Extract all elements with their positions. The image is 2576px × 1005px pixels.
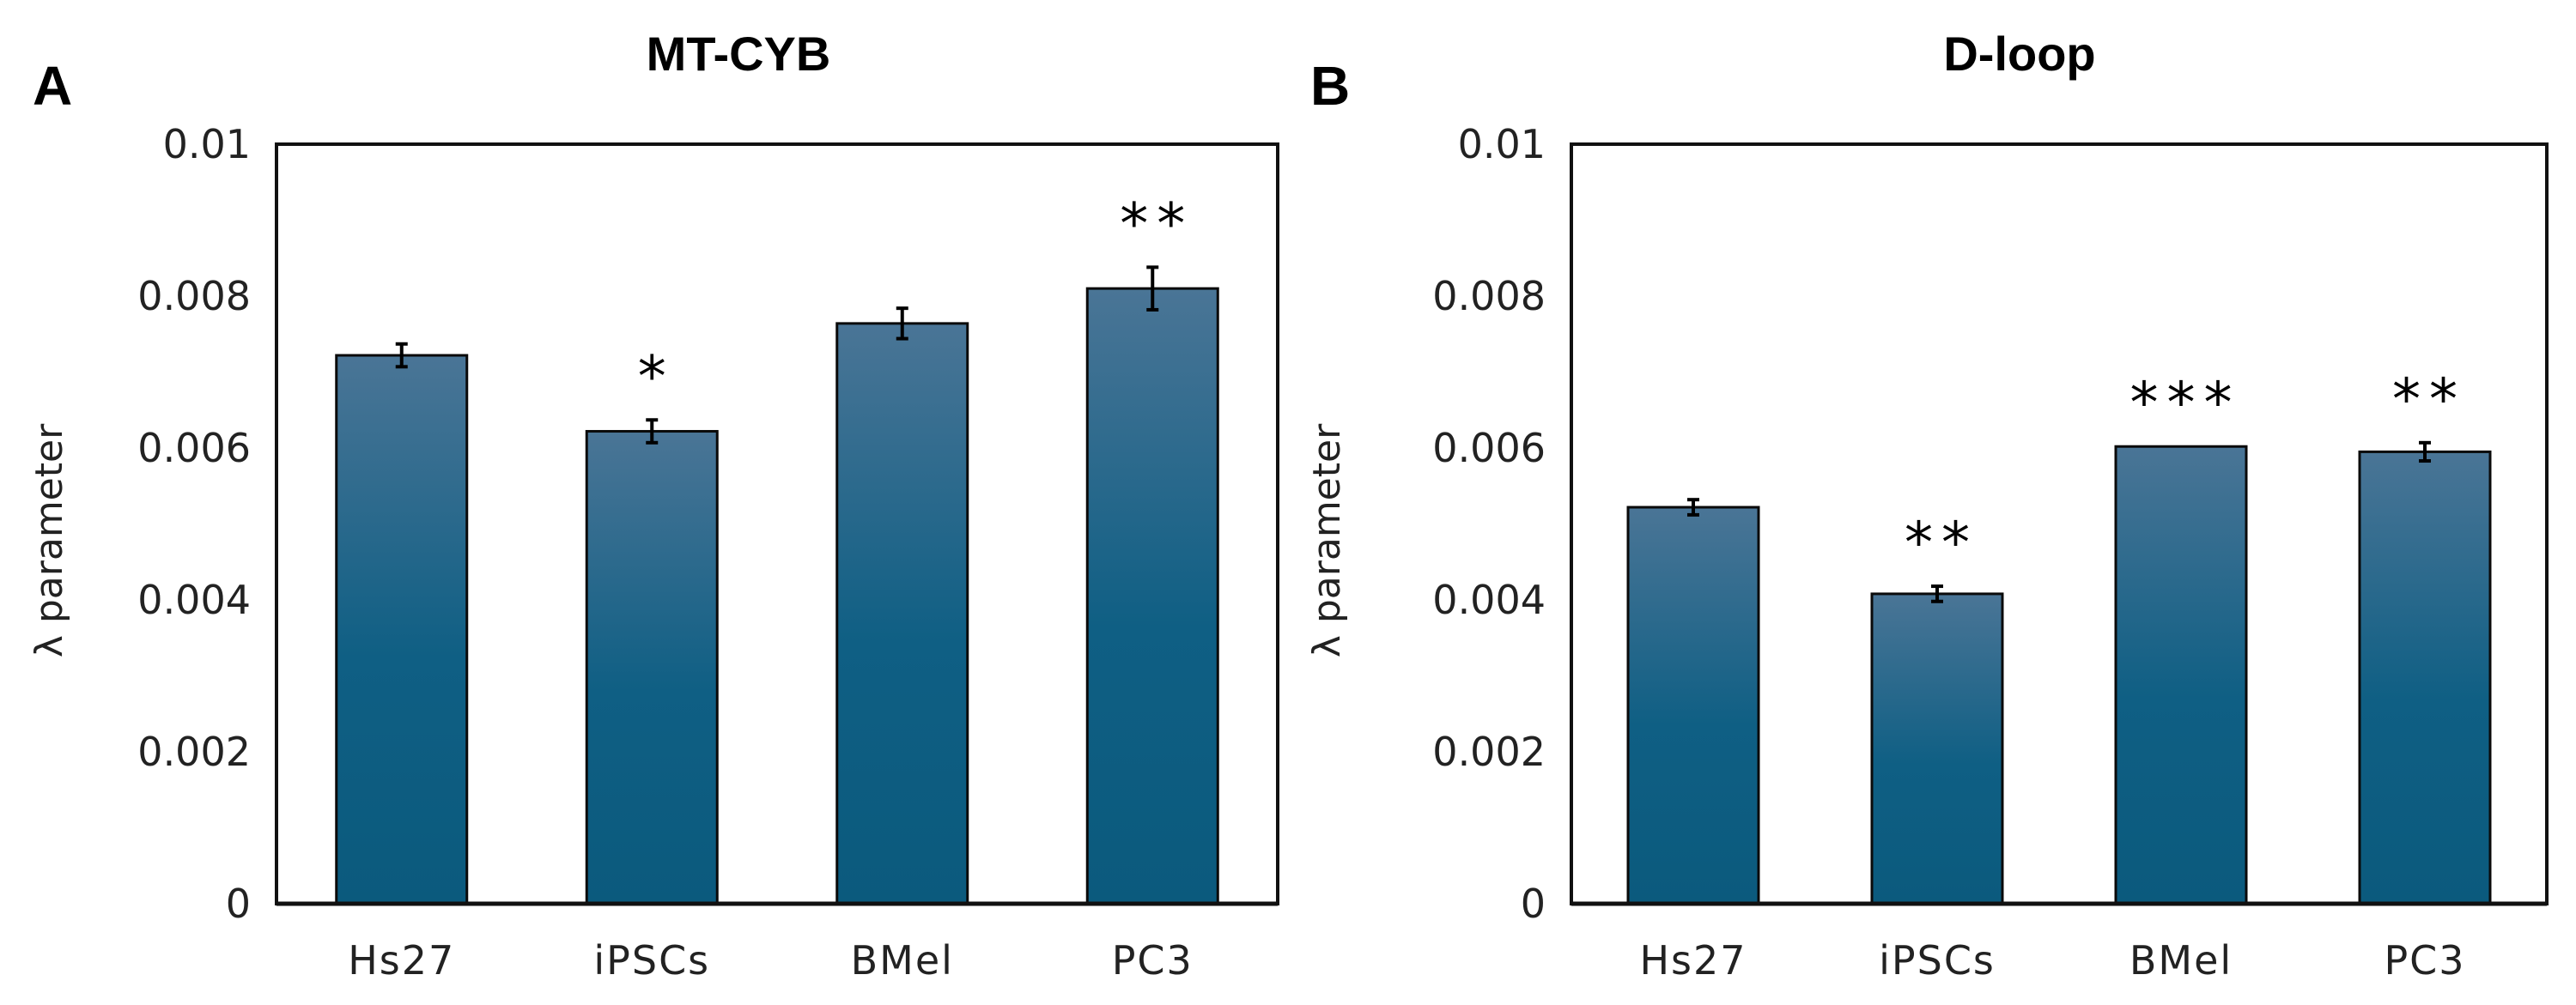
y-axis-title-a: λ parameter xyxy=(27,423,71,657)
y-tick-label-b-2: 0.004 xyxy=(1432,577,1546,623)
error-bars-b xyxy=(1687,440,2431,603)
y-tick-label-a-1: 0.002 xyxy=(137,729,251,775)
x-tick-label-b-bmel: BMel xyxy=(2129,937,2233,984)
error-bar-a-bmel xyxy=(896,306,908,341)
significance-b-pc3: ** xyxy=(2392,366,2466,433)
significance-b-ipscs: ** xyxy=(1905,510,1978,576)
bar-b-pc3 xyxy=(2358,450,2492,905)
error-bar-a-pc3 xyxy=(1146,265,1159,312)
x-tick-label-b-pc3: PC3 xyxy=(2384,937,2465,984)
y-tick-label-a-5: 0.01 xyxy=(163,121,251,167)
chart-title-a: MT-CYB xyxy=(647,27,831,81)
bar-b-ipscs xyxy=(1870,592,2004,905)
significance-a: *** xyxy=(638,191,1194,409)
x-tick-label-a-ipscs: iPSCs xyxy=(593,937,710,984)
y-tick-label-a-0: 0 xyxy=(226,881,251,927)
significance-b: ***** ** xyxy=(1905,366,2466,576)
error-bar-b-ipscs xyxy=(1931,584,1943,603)
bar-a-bmel xyxy=(835,322,969,905)
bar-a-hs27 xyxy=(335,354,469,905)
panel-letter-a: A xyxy=(33,55,72,117)
significance-a-pc3: ** xyxy=(1120,191,1194,257)
panel-letter-b: B xyxy=(1310,55,1350,117)
chart-panel-b: B D-loop λ parameter 0 0.002 0.004 0.006 0.0… xyxy=(1305,27,2549,984)
y-tick-label-b-1: 0.002 xyxy=(1432,729,1546,775)
x-tick-label-a-hs27: Hs27 xyxy=(348,937,455,984)
bars-b xyxy=(1626,445,2492,905)
bar-b-bmel xyxy=(2114,445,2248,905)
y-tick-label-b-4: 0.008 xyxy=(1432,273,1546,319)
y-axis-ticks-b: 0 0.002 0.004 0.006 0.008 0.01 xyxy=(1432,121,1546,927)
error-bar-a-hs27 xyxy=(395,342,408,369)
bar-a-pc3 xyxy=(1085,287,1219,905)
x-tick-label-a-bmel: BMel xyxy=(851,937,954,984)
significance-a-ipscs: * xyxy=(638,343,675,409)
chart-panel-a: A MT-CYB λ parameter 0 0.002 0.004 0.006 0.0… xyxy=(27,27,1279,984)
bars-a xyxy=(335,287,1219,905)
y-tick-label-a-2: 0.004 xyxy=(137,577,251,623)
bar-b-hs27 xyxy=(1626,506,1760,905)
error-bar-b-pc3 xyxy=(2419,440,2431,463)
y-axis-ticks-a: 0 0.002 0.004 0.006 0.008 0.01 xyxy=(137,121,251,927)
x-axis-labels-a: Hs27 iPSCs BMel PC3 xyxy=(348,937,1194,984)
x-tick-label-b-hs27: Hs27 xyxy=(1639,937,1747,984)
bar-a-ipscs xyxy=(585,430,719,905)
chart-title-b: D-loop xyxy=(1943,27,2095,81)
x-axis-labels-b: Hs27 iPSCs BMel PC3 xyxy=(1639,937,2465,984)
error-bars-a xyxy=(395,265,1159,445)
x-tick-label-a-pc3: PC3 xyxy=(1112,937,1194,984)
y-tick-label-b-3: 0.006 xyxy=(1432,425,1546,471)
y-tick-label-a-4: 0.008 xyxy=(137,273,251,319)
y-axis-title-b: λ parameter xyxy=(1305,423,1349,657)
y-tick-label-a-3: 0.006 xyxy=(137,425,251,471)
error-bar-b-hs27 xyxy=(1687,498,1699,517)
significance-b-bmel: *** xyxy=(2130,370,2241,436)
x-tick-label-b-ipscs: iPSCs xyxy=(1879,937,1996,984)
y-tick-label-b-5: 0.01 xyxy=(1458,121,1546,167)
error-bar-a-ipscs xyxy=(646,418,659,445)
y-tick-label-b-0: 0 xyxy=(1521,881,1546,927)
